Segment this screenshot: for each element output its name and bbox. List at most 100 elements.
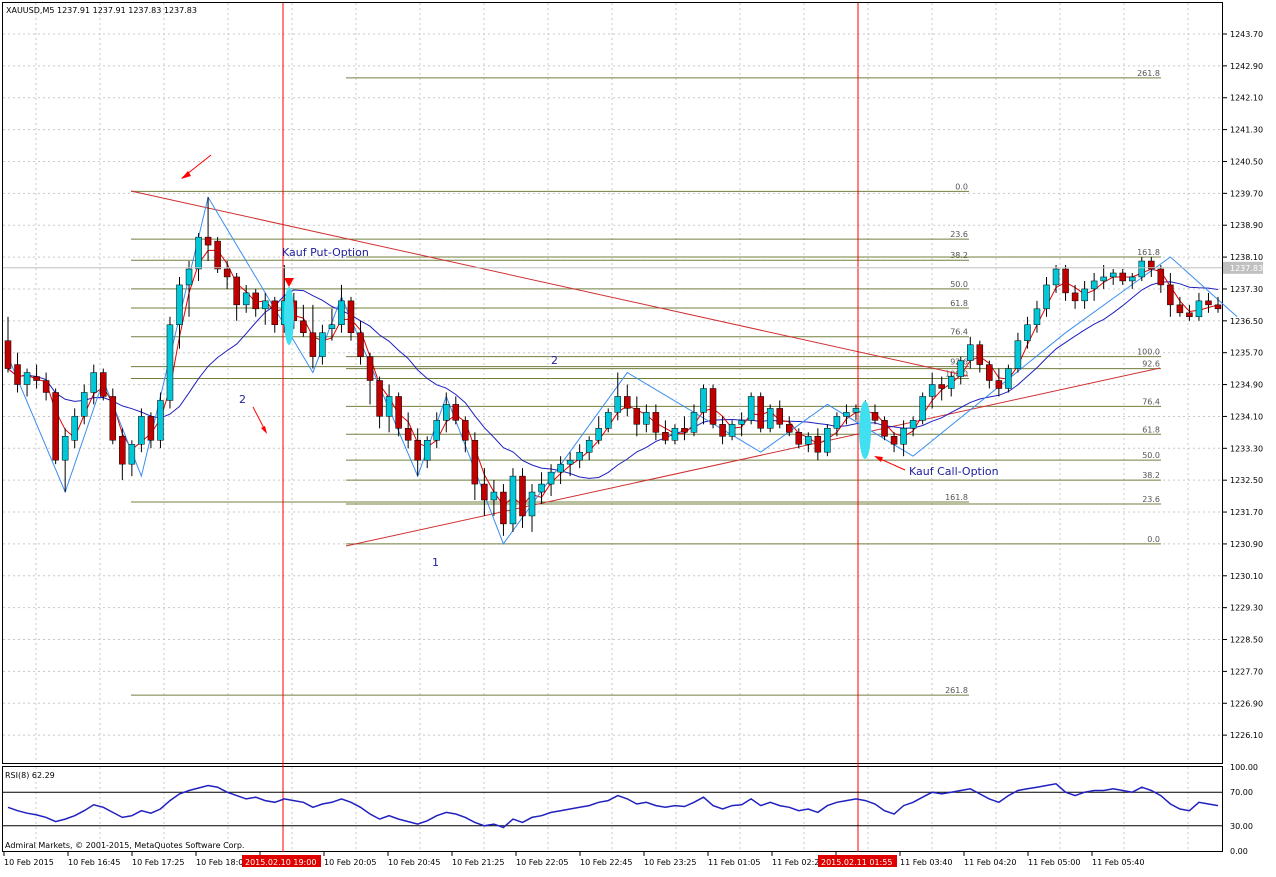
fib-left-label: 76.4 <box>950 328 968 337</box>
candle-bull <box>1043 284 1050 310</box>
price-tick-label: 1240.50 <box>1230 157 1263 166</box>
candle-bull <box>195 236 202 270</box>
candle-bear <box>938 384 945 389</box>
time-tick-label: 10 Feb 23:25 <box>644 858 696 867</box>
highlights <box>181 154 906 471</box>
candle-bear <box>1176 304 1184 314</box>
candle-bear <box>500 491 507 525</box>
candles <box>4 197 1222 536</box>
fib-left-label: 50.0 <box>950 280 968 289</box>
candle-bull <box>138 416 145 445</box>
candle-bull <box>1195 300 1203 318</box>
fib-left-label: 38.2 <box>950 251 968 260</box>
price-tick-label: 1242.90 <box>1230 62 1263 71</box>
ascending-trendline <box>345 367 1161 547</box>
ma-slow-line <box>7 281 1219 479</box>
candle-bull <box>947 376 955 389</box>
candle-bear <box>347 300 355 333</box>
fib-left-label: 61.8 <box>950 299 968 308</box>
price-tick-label: 1234.10 <box>1230 412 1263 421</box>
candle-bull <box>824 428 831 453</box>
arrow-mid-head-icon <box>261 426 267 434</box>
time-marker-left-bg <box>242 855 321 867</box>
candle-bear <box>223 268 231 278</box>
candle-bear <box>1071 292 1079 302</box>
rsi-level-label: 70.00 <box>1230 788 1253 797</box>
time-marker-right: 2015.02.11 01:55 <box>821 858 892 867</box>
price-tick-label: 1229.30 <box>1230 604 1263 613</box>
candle-bear <box>357 332 364 357</box>
copyright: Admiral Markets, © 2001-2015, MetaQuotes… <box>5 841 244 850</box>
descending-trendline <box>130 190 969 377</box>
candle-bear <box>404 428 412 441</box>
put-highlight <box>284 287 294 345</box>
candle-bull <box>261 300 269 310</box>
time-tick-label: 10 Feb 17:25 <box>132 858 184 867</box>
candle-bull <box>242 292 250 306</box>
candle-bull <box>71 416 78 441</box>
fib-right-label: 50.0 <box>1142 451 1160 460</box>
fib-left-label: 0.0 <box>955 182 968 191</box>
price-tick-label: 1231.70 <box>1230 508 1263 517</box>
candle-bear <box>119 436 126 465</box>
candle-bear <box>633 408 641 425</box>
time-tick-label: 11 Feb 04:20 <box>964 858 1016 867</box>
candle-bear <box>376 380 383 417</box>
candle-bear <box>204 236 212 246</box>
candle-bear <box>1214 304 1222 310</box>
time-tick-label: 10 Feb 22:05 <box>516 858 568 867</box>
candle-bull <box>61 436 69 461</box>
fib-right-label: 76.4 <box>1142 397 1160 406</box>
candle-bull <box>928 384 936 397</box>
price-tick-label: 1238.10 <box>1230 253 1263 262</box>
price-axis: 1243.70 1242.90 1242.10 1241.30 1240.50 1239.… <box>3 30 1263 740</box>
candle-bull <box>766 408 774 429</box>
candle-bull <box>643 412 650 425</box>
candle-bull <box>738 420 745 425</box>
price-tick-label: 1235.70 <box>1230 349 1263 358</box>
candle-bull <box>557 463 564 473</box>
candle-bear <box>681 428 688 433</box>
candle-bull <box>433 420 440 441</box>
candle-bear <box>1186 312 1193 318</box>
candle-bull <box>585 440 593 453</box>
candle-bull <box>547 471 555 485</box>
price-tick-label: 1238.90 <box>1230 221 1263 230</box>
time-tick-label: 10 Feb 16:45 <box>68 858 120 867</box>
candle-bull <box>671 428 679 441</box>
candle-bear <box>1167 284 1174 306</box>
price-tick-label: 1239.70 <box>1230 189 1263 198</box>
time-tick-label: 10 Feb 18:05 <box>196 858 248 867</box>
candle-bull <box>319 332 326 357</box>
fib-right-label: 61.8 <box>1142 425 1160 434</box>
candle-bear <box>109 396 117 441</box>
candle-bear <box>452 404 460 421</box>
price-tick-label: 1230.90 <box>1230 540 1263 549</box>
price-tick-label: 1233.30 <box>1230 444 1263 453</box>
call-label: Kauf Call-Option <box>909 465 999 478</box>
candle-bear <box>976 344 984 365</box>
candle-bear <box>42 380 50 393</box>
candle-bull <box>23 372 31 385</box>
time-tick-label: 10 Feb 22:45 <box>580 858 632 867</box>
candle-bear <box>995 380 1003 389</box>
candle-bull <box>576 451 583 461</box>
candle-bull <box>1129 276 1136 282</box>
candle-bear <box>1205 300 1212 306</box>
trendlines <box>130 190 1161 547</box>
candle-bear <box>271 300 279 326</box>
candle-bear <box>471 440 479 485</box>
candle-bear <box>14 364 21 385</box>
candle-bear <box>395 396 402 429</box>
price-tick-label: 1232.50 <box>1230 476 1263 485</box>
candle-bull <box>185 268 193 286</box>
candle-bull <box>443 404 450 421</box>
price-tick-label: 1241.30 <box>1230 126 1263 135</box>
candle-bull <box>805 436 812 445</box>
candle-bull <box>967 344 974 361</box>
rsi-indicator: RSI(8) 62.29 Admiral Markets, © 2001-201… <box>3 763 1258 856</box>
candle-bull <box>843 412 850 417</box>
candle-bull <box>957 360 965 377</box>
